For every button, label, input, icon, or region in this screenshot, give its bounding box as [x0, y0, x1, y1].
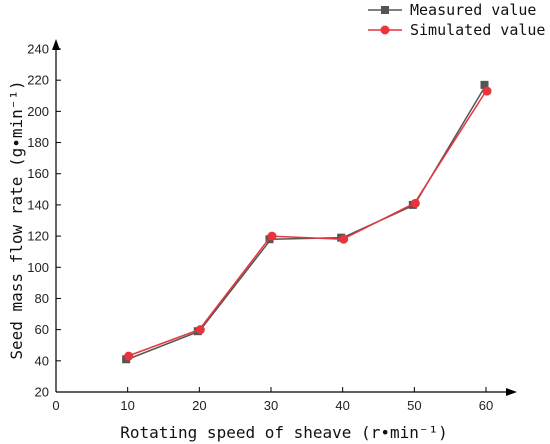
y-tick-label: 240 [27, 42, 49, 57]
x-tick-label: 50 [407, 398, 421, 413]
y-tick-label: 200 [27, 104, 49, 119]
data-point [410, 198, 420, 208]
axes [52, 39, 517, 396]
x-axis-arrow [506, 388, 517, 396]
legend-marker [380, 25, 390, 35]
x-tick-label: 20 [192, 398, 206, 413]
x-tick-label: 60 [479, 398, 493, 413]
series-layer [122, 80, 492, 364]
x-tick-label: 30 [264, 398, 278, 413]
x-tick-label: 10 [120, 398, 134, 413]
y-tick-label: 220 [27, 73, 49, 88]
legend-marker [381, 6, 389, 14]
data-point [124, 351, 134, 361]
y-tick-label: 60 [35, 322, 49, 337]
legend-entry: Simulated value [410, 21, 545, 39]
data-point [267, 231, 277, 241]
data-point [480, 80, 489, 89]
y-tick-label: 180 [27, 135, 49, 150]
data-point [195, 325, 205, 335]
y-tick-label: 100 [27, 260, 49, 275]
x-axis-label: Rotating speed of sheave (r•min⁻¹) [120, 423, 448, 442]
y-tick-label: 160 [27, 166, 49, 181]
y-axis-arrow [52, 39, 60, 50]
legend-entry: Measured value [410, 1, 536, 19]
data-point [482, 86, 492, 96]
y-tick-label: 40 [35, 353, 49, 368]
series-line-2 [127, 90, 487, 357]
series-line-1 [127, 84, 487, 360]
data-point [339, 234, 349, 244]
y-tick-label: 20 [35, 385, 49, 400]
x-tick-label: 40 [335, 398, 349, 413]
x-tick-label: 0 [52, 398, 59, 413]
ticks: 0 10 20 30 40 50 60 20 40 60 80 100 120 140 160 180 200 2… [27, 42, 493, 414]
y-tick-label: 80 [35, 291, 49, 306]
y-tick-label: 140 [27, 197, 49, 212]
y-axis-label: Seed mass flow rate (g•min⁻¹) [7, 80, 26, 359]
y-tick-label: 120 [27, 229, 49, 244]
legend: Measured value Simulated value [368, 1, 545, 39]
